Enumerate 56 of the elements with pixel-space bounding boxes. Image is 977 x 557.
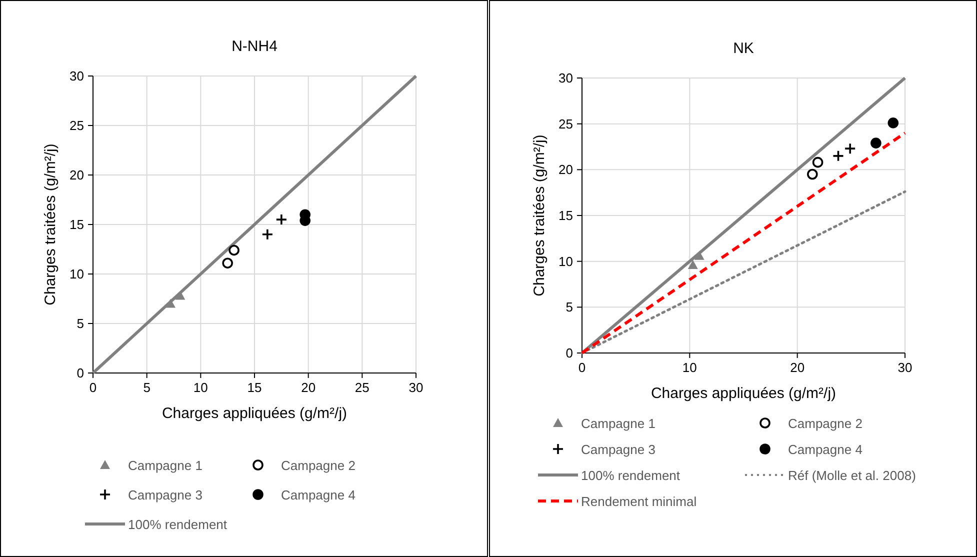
point — [807, 168, 818, 180]
point — [832, 150, 844, 162]
legend-label: Campagne 1 — [128, 458, 202, 473]
x-tick-label: 0 — [89, 380, 97, 395]
y-tick-label: 20 — [70, 168, 84, 182]
chart-title: NK — [733, 40, 754, 57]
point — [694, 250, 704, 260]
y-tick-label: 10 — [70, 266, 84, 282]
x-tick-label: 20 — [301, 380, 316, 395]
point — [175, 290, 186, 300]
y-tick-label: 0 — [566, 346, 573, 360]
point — [888, 118, 899, 128]
y-axis-title: Charges traitées (g/m²/j) — [531, 134, 548, 296]
point — [276, 214, 288, 226]
y-tick-label: 30 — [558, 70, 573, 86]
y-axis-title: Charges traitées (g/m²/j) — [42, 144, 59, 306]
x-tick-label: 30 — [408, 380, 424, 395]
y-tick-label: 25 — [70, 118, 84, 133]
chart-title: N-NH4 — [232, 38, 278, 55]
x-tick-label: 0 — [578, 360, 586, 375]
point — [262, 228, 274, 240]
point — [870, 138, 882, 148]
point — [812, 156, 824, 168]
legend-label: Réf (Molle et al. 2008) — [788, 468, 916, 483]
x-tick-label: 30 — [898, 360, 912, 375]
legend-label: Campagne 2 — [788, 416, 862, 431]
y-tick-label: 10 — [558, 254, 573, 269]
legend-label: Campagne 1 — [581, 416, 656, 431]
legend-label: Campagne 4 — [281, 488, 356, 502]
legend-label: Campagne 2 — [281, 458, 356, 473]
y-tick-label: 5 — [566, 300, 573, 315]
y-tick-label: 15 — [558, 208, 573, 223]
x-axis-title: Charges appliquées (g/m²/j) — [650, 385, 836, 402]
x-axis-title: Charges appliquées (g/m²/j) — [162, 405, 348, 422]
y-tick-label: 25 — [558, 116, 573, 132]
point — [688, 260, 698, 269]
legend-label: 100% rendement — [581, 468, 680, 483]
legend-label: Rendement minimal — [581, 494, 697, 509]
x-tick-label: 10 — [193, 380, 208, 395]
point — [166, 298, 176, 308]
legend-label: Campagne 3 — [128, 488, 202, 502]
x-tick-label: 5 — [143, 380, 150, 395]
point — [222, 258, 233, 269]
y-tick-label: 5 — [76, 316, 84, 331]
y-tick-label: 20 — [558, 162, 573, 178]
legend-label: 100% rendement — [128, 517, 228, 532]
y-tick-label: 15 — [70, 217, 84, 232]
legend-label: Campagne 4 — [788, 442, 862, 457]
point — [228, 244, 240, 256]
y-tick-label: 30 — [70, 68, 84, 84]
x-tick-label: 15 — [247, 380, 262, 395]
x-tick-label: 10 — [682, 360, 697, 375]
point — [844, 142, 856, 154]
x-tick-label: 25 — [354, 380, 370, 395]
x-tick-label: 20 — [790, 360, 805, 375]
legend-label: Campagne 3 — [581, 442, 656, 457]
